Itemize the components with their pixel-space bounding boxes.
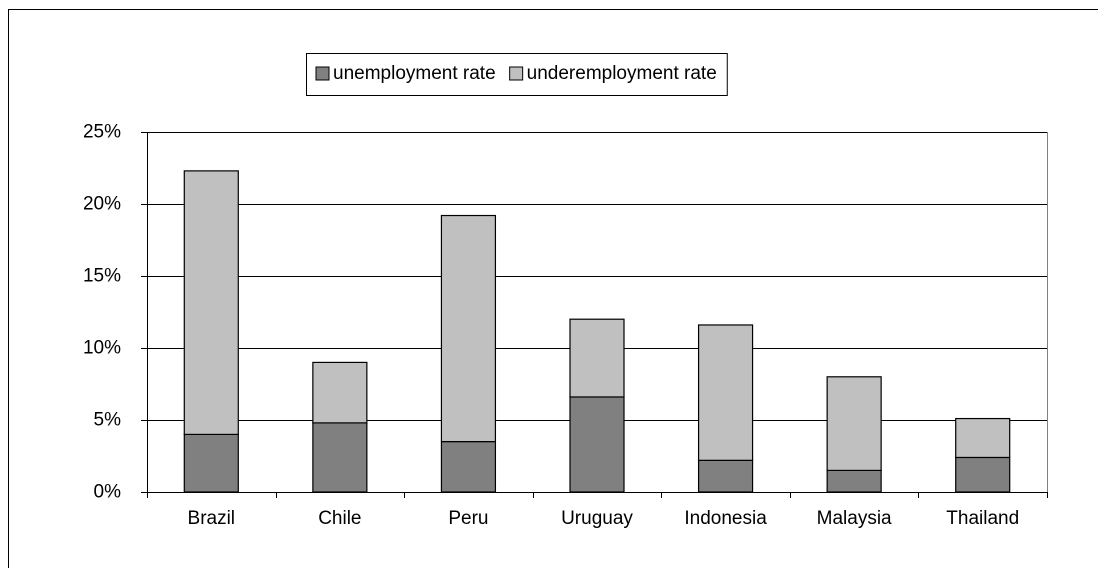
y-tick-label: 10%: [83, 338, 121, 359]
legend-swatch: [509, 66, 524, 81]
bar-segment: [955, 417, 1011, 459]
y-tick-label: 20%: [83, 194, 121, 215]
x-tick-label: Chile: [318, 508, 361, 529]
bar-segment: [569, 318, 625, 398]
y-tick-label: 0%: [94, 482, 122, 503]
bar-segment: [312, 361, 368, 424]
bar-segment: [697, 324, 754, 461]
x-tick-label: Malaysia: [817, 508, 892, 529]
bar-segment: [183, 170, 239, 435]
x-tick-label: Brazil: [188, 508, 236, 529]
x-tick-label: Uruguay: [561, 508, 633, 529]
bar-segment: [440, 214, 497, 443]
y-tick-label: 5%: [94, 410, 122, 431]
bar-segment: [183, 433, 239, 493]
bar-segment: [826, 469, 882, 493]
legend-swatch: [315, 66, 330, 81]
bar-segment: [312, 422, 368, 493]
bar-segment: [697, 459, 754, 493]
bar-segment: [440, 441, 497, 493]
y-tick-label: 25%: [83, 122, 121, 143]
legend-label: underemployment rate: [527, 63, 717, 84]
bar-segment: [569, 396, 625, 493]
x-tick-label: Indonesia: [684, 508, 767, 529]
bar-segment: [955, 456, 1011, 493]
x-tick-label: Peru: [448, 508, 488, 529]
y-tick-label: 15%: [83, 266, 121, 287]
x-tick-label: Thailand: [946, 508, 1019, 529]
legend-label: unemployment rate: [333, 63, 496, 84]
bar-segment: [826, 376, 882, 471]
